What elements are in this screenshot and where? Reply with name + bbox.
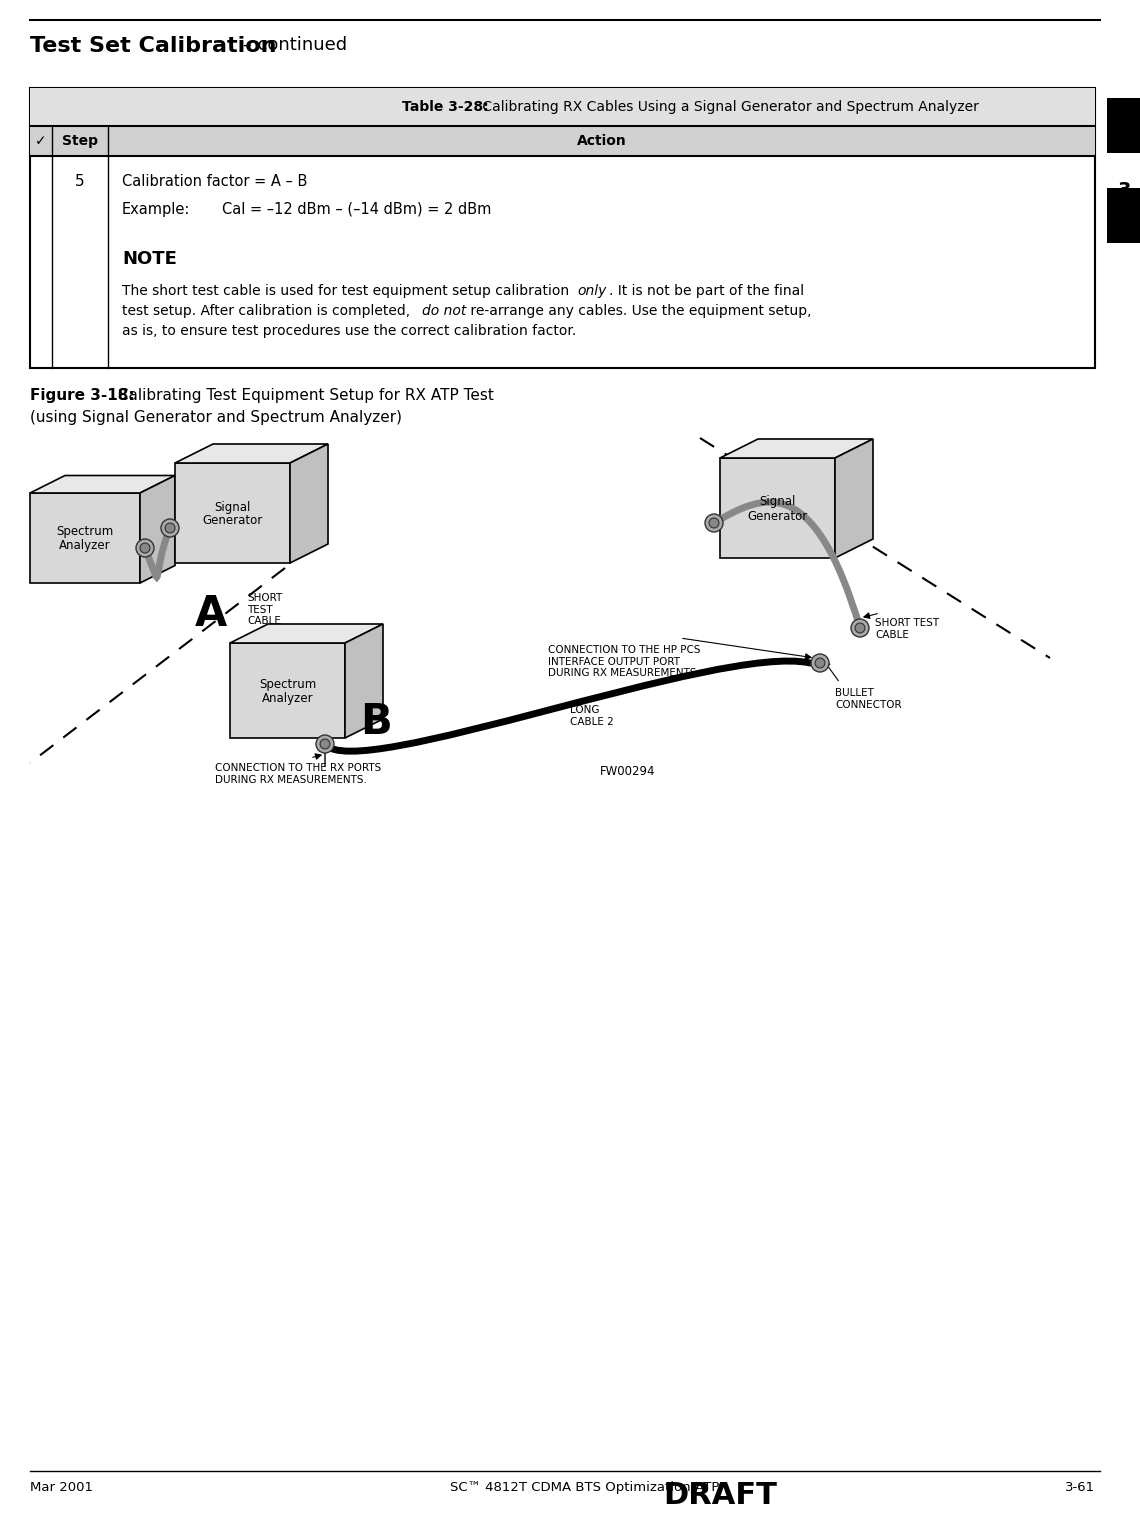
Circle shape [815, 658, 825, 668]
Circle shape [850, 619, 869, 638]
Circle shape [811, 655, 829, 671]
Polygon shape [30, 475, 176, 494]
Text: SHORT TEST
CABLE: SHORT TEST CABLE [876, 618, 939, 639]
Text: (using Signal Generator and Spectrum Analyzer): (using Signal Generator and Spectrum Ana… [30, 409, 402, 425]
Polygon shape [834, 438, 873, 558]
Text: Table 3-28:: Table 3-28: [402, 100, 489, 113]
Text: Spectrum: Spectrum [259, 678, 316, 691]
Bar [30, 126, 1096, 156]
Text: B: B [360, 701, 392, 744]
Bar [1107, 98, 1140, 153]
Polygon shape [290, 445, 328, 563]
Bar [30, 87, 1096, 368]
Text: 3-61: 3-61 [1065, 1481, 1096, 1495]
Text: Signal: Signal [759, 495, 796, 509]
Text: Mar 2001: Mar 2001 [30, 1481, 93, 1495]
Text: The short test cable is used for test equipment setup calibration: The short test cable is used for test eq… [122, 284, 573, 297]
Text: NOTE: NOTE [122, 250, 177, 268]
Text: Step: Step [62, 133, 98, 149]
Polygon shape [176, 445, 328, 463]
Polygon shape [140, 475, 176, 583]
Text: as is, to ensure test procedures use the correct calibration factor.: as is, to ensure test procedures use the… [122, 323, 576, 337]
Text: do not: do not [422, 304, 466, 317]
Text: . It is not be part of the final: . It is not be part of the final [609, 284, 804, 297]
Text: SC™ 4812T CDMA BTS Optimization/ATP: SC™ 4812T CDMA BTS Optimization/ATP [450, 1481, 719, 1495]
Text: DRAFT: DRAFT [663, 1481, 777, 1510]
Circle shape [320, 739, 329, 750]
Text: SHORT
TEST
CABLE: SHORT TEST CABLE [247, 593, 283, 625]
Text: Generator: Generator [748, 509, 807, 523]
Circle shape [709, 518, 719, 527]
Text: Calibrating RX Cables Using a Signal Generator and Spectrum Analyzer: Calibrating RX Cables Using a Signal Gen… [478, 100, 978, 113]
Text: test setup. After calibration is completed,: test setup. After calibration is complet… [122, 304, 415, 317]
Text: Calibrating Test Equipment Setup for RX ATP Test: Calibrating Test Equipment Setup for RX … [113, 388, 494, 403]
Circle shape [316, 734, 334, 753]
Text: ✓: ✓ [35, 133, 47, 149]
Circle shape [140, 543, 150, 553]
Text: Figure 3-18:: Figure 3-18: [30, 388, 135, 403]
Text: 5: 5 [75, 175, 84, 189]
Text: Analyzer: Analyzer [59, 540, 111, 552]
Text: only: only [577, 284, 606, 297]
Text: Example:: Example: [122, 202, 190, 218]
Polygon shape [720, 458, 834, 558]
Polygon shape [30, 494, 140, 583]
Text: Test Set Calibration: Test Set Calibration [30, 35, 277, 57]
Circle shape [161, 520, 179, 537]
Text: Signal: Signal [214, 500, 251, 514]
Text: Analyzer: Analyzer [262, 691, 314, 705]
Text: LONG
CABLE 2: LONG CABLE 2 [570, 705, 613, 727]
Text: A: A [195, 593, 227, 635]
Polygon shape [720, 438, 873, 458]
Text: Spectrum: Spectrum [56, 526, 114, 538]
Circle shape [855, 622, 865, 633]
Polygon shape [230, 624, 383, 642]
Text: BULLET
CONNECTOR: BULLET CONNECTOR [834, 688, 902, 710]
Text: Cal = –12 dBm – (–14 dBm) = 2 dBm: Cal = –12 dBm – (–14 dBm) = 2 dBm [222, 202, 491, 218]
Text: CONNECTION TO THE RX PORTS
DURING RX MEASUREMENTS.: CONNECTION TO THE RX PORTS DURING RX MEA… [215, 763, 381, 785]
Bar [1107, 189, 1140, 244]
Text: Calibration factor = A – B: Calibration factor = A – B [122, 175, 308, 189]
Polygon shape [345, 624, 383, 737]
Circle shape [705, 514, 723, 532]
Polygon shape [176, 463, 290, 563]
Text: re-arrange any cables. Use the equipment setup,: re-arrange any cables. Use the equipment… [466, 304, 812, 317]
Text: Action: Action [577, 133, 626, 149]
Text: Generator: Generator [203, 515, 262, 527]
Text: – continued: – continued [237, 35, 347, 54]
Circle shape [136, 540, 154, 556]
Text: CONNECTION TO THE HP PCS
INTERFACE OUTPUT PORT
DURING RX MEASUREMENTS.: CONNECTION TO THE HP PCS INTERFACE OUTPU… [548, 645, 700, 678]
Bar [30, 87, 1096, 126]
Polygon shape [230, 642, 345, 737]
Text: FW00294: FW00294 [600, 765, 655, 779]
Circle shape [165, 523, 174, 533]
Text: 3: 3 [1117, 181, 1131, 201]
